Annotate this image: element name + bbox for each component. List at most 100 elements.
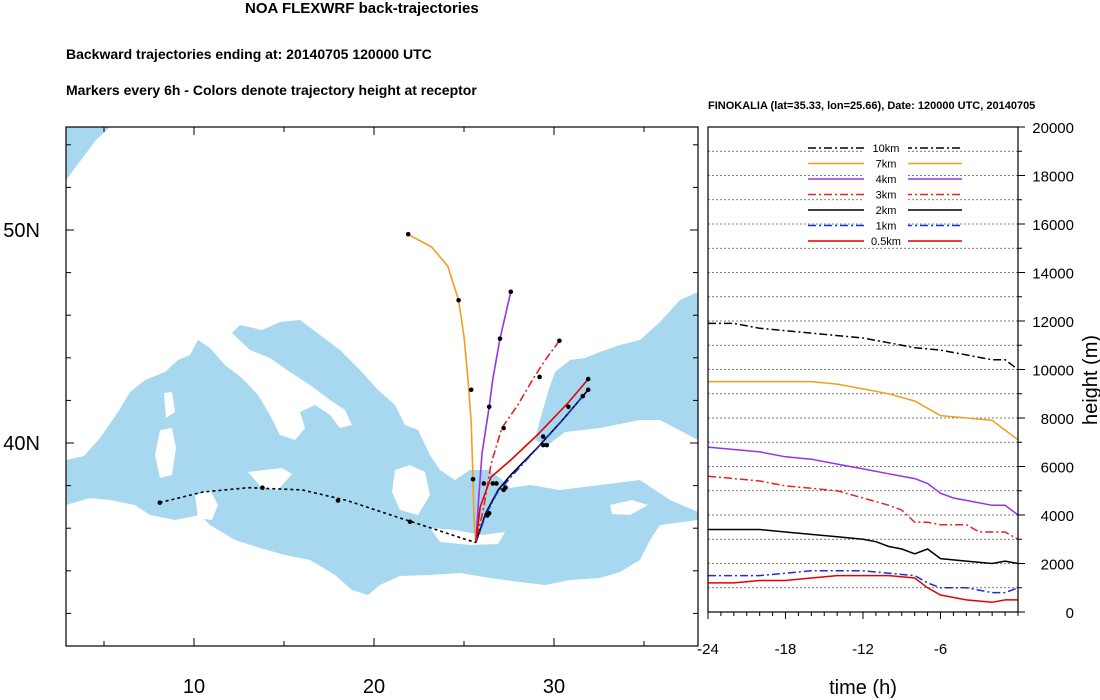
map-marker-3km [490, 481, 496, 486]
height-axis-labels: 0 2000 4000 6000 8000 10000 12000 14000 16000 180… [697, 120, 1100, 699]
map-marker-4km [481, 481, 487, 486]
height-legend: 10km 7km 4km 3km 2km 1km 0.5km [808, 141, 962, 248]
land-africa [66, 498, 698, 646]
map-marker-3km [557, 338, 562, 344]
map-trajectory-10km [159, 486, 477, 544]
legend-label-0p5km: 0.5km [871, 236, 901, 248]
height-x-tick-label: -12 [852, 641, 874, 658]
legend-label-1km: 1km [876, 221, 897, 233]
land-sardinia [155, 428, 176, 478]
map-marker-0p5km [566, 404, 571, 410]
height-y-tick-label: 20000 [1032, 120, 1074, 137]
map-trajectory-0p5km [475, 378, 589, 543]
height-panel-title: FINOKALIA (lat=35.33, lon=25.66), Date: … [708, 100, 1036, 112]
land-tunisia [195, 490, 218, 520]
land-peloponnese [392, 465, 430, 515]
legend-label-bg [864, 203, 908, 216]
map-marker-10km [260, 485, 265, 491]
height-axis-ticks [707, 126, 1025, 619]
legend-label-10km: 10km [873, 143, 900, 155]
height-y-tick-label: 14000 [1032, 266, 1074, 283]
map-frame [65, 126, 699, 647]
height-x-axis-label: time (h) [829, 677, 897, 699]
map-marker-1km [580, 393, 586, 399]
map-trajectory-1km [475, 395, 584, 543]
height-y-tick-label: 4000 [1041, 508, 1074, 525]
map-x-tick-label: 10 [183, 676, 205, 698]
map-marker-0p5km [540, 434, 546, 439]
legend-label-2km: 2km [876, 205, 897, 217]
height-y-tick-label: 12000 [1032, 314, 1074, 331]
legend-label-bg [864, 156, 908, 170]
map-trajectory-7km [407, 233, 477, 543]
map-marker-1km [503, 485, 508, 491]
map-marker-4km [486, 404, 492, 410]
height-series-0p5km [708, 574, 1018, 604]
map-marker-7km [470, 476, 476, 482]
map-marker-7km [468, 387, 474, 393]
map-x-tick-label: 20 [363, 676, 385, 698]
legend-label-bg [864, 141, 908, 154]
legend-label-bg [864, 218, 908, 232]
height-y-tick-label: 2000 [1041, 557, 1074, 574]
height-series-1km [708, 570, 1019, 594]
map-trajectory-4km [475, 291, 512, 543]
map-y-tick-label: 40N [3, 433, 40, 455]
height-series-4km [707, 446, 1019, 516]
map-marker-4km [497, 336, 503, 341]
height-series-7km [708, 380, 1019, 441]
land-europe [66, 127, 698, 512]
legend-label-bg [864, 234, 908, 247]
land-sicily [248, 468, 292, 490]
height-x-tick-label: -24 [697, 641, 719, 658]
height-y-tick-label: 18000 [1032, 169, 1074, 186]
map-marker-4km [508, 289, 514, 295]
legend-label-4km: 4km [876, 174, 897, 186]
map-marker-1km [544, 442, 550, 448]
height-y-axis-label: height (m) [1080, 335, 1100, 425]
map-marker-3km [537, 374, 542, 380]
map-marker-7km [405, 231, 411, 237]
map-axis-labels: 10 20 30 40N 50N [3, 220, 565, 698]
height-y-tick-label: 6000 [1041, 460, 1074, 477]
map-marker-10km [335, 498, 341, 503]
land-corsica [164, 392, 175, 418]
land-cyprus [610, 500, 648, 515]
height-y-tick-label: 16000 [1032, 217, 1074, 234]
map-trajectories [157, 231, 591, 544]
map-marker-2km [585, 387, 591, 393]
map-marker-0p5km [494, 481, 499, 486]
map-axis-ticks [66, 127, 698, 646]
height-x-tick-label: -6 [934, 641, 947, 658]
legend-label-bg [864, 187, 908, 201]
map-y-tick-label: 50N [3, 220, 40, 242]
height-panel-bg [708, 127, 1018, 612]
map-marker-3km [501, 425, 506, 431]
height-series-10km [708, 322, 1019, 371]
map-marker-1km [486, 510, 492, 516]
legend-label-7km: 7km [876, 159, 897, 171]
height-time-panel: 10km 7km 4km 3km 2km 1km 0.5km 0 2000 4000 6000 80… [697, 120, 1100, 699]
map-trajectory-3km [475, 340, 561, 543]
map-marker-2km [540, 442, 546, 448]
land-masses [66, 127, 698, 646]
height-series-2km [708, 528, 1019, 565]
chart-subtitle-markers: Markers every 6h - Colors denote traject… [66, 82, 477, 98]
height-y-tick-label: 0 [1066, 605, 1074, 622]
height-series-3km [707, 475, 1019, 540]
map-marker-0p5km [585, 376, 591, 382]
map-x-tick-label: 30 [543, 676, 565, 698]
trajectory-map: 10 20 30 40N 50N [3, 126, 699, 698]
height-x-tick-label: -18 [775, 641, 797, 658]
height-y-tick-label: 8000 [1041, 411, 1074, 428]
land-crete [430, 528, 505, 545]
height-y-tick-label: 10000 [1032, 363, 1074, 380]
legend-label-bg [864, 172, 908, 185]
map-marker-7km [456, 297, 461, 303]
legend-label-3km: 3km [876, 190, 897, 202]
chart-title: NOA FLEXWRF back-trajectories [245, 0, 479, 17]
map-marker-10km [407, 519, 413, 525]
height-series [707, 322, 1019, 604]
map-marker-10km [157, 500, 163, 505]
